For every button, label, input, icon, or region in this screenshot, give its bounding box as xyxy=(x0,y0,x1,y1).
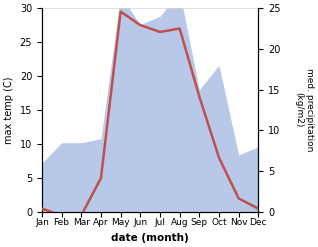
Y-axis label: med. precipitation
(kg/m2): med. precipitation (kg/m2) xyxy=(294,68,314,152)
Y-axis label: max temp (C): max temp (C) xyxy=(4,76,14,144)
X-axis label: date (month): date (month) xyxy=(111,233,189,243)
